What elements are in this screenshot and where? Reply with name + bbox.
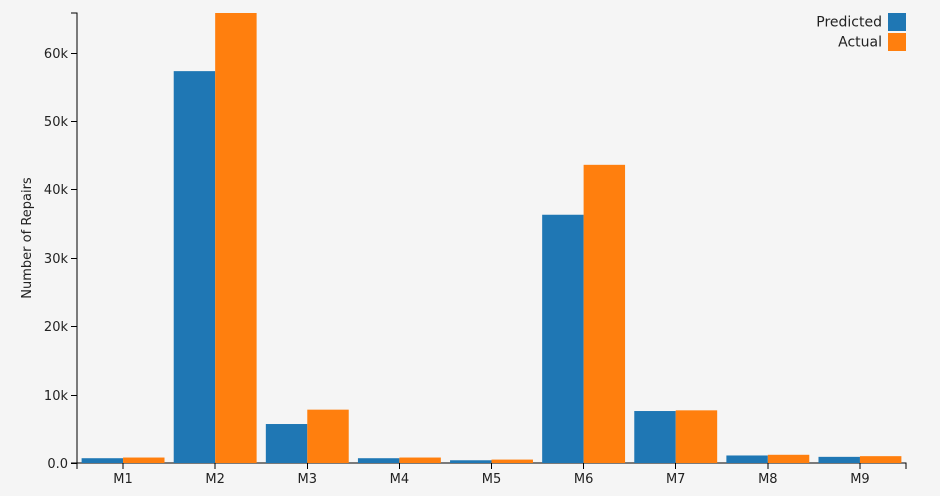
- bar-predicted-m6: [542, 214, 584, 463]
- bar-predicted-m4: [357, 458, 400, 463]
- bar-predicted-m2: [173, 71, 216, 463]
- legend-label: Predicted: [816, 15, 882, 31]
- y-tick-label: 40k: [44, 183, 69, 198]
- x-tick-label: M6: [574, 472, 594, 487]
- bar-predicted-m8: [726, 455, 768, 463]
- legend-label: Actual: [838, 35, 882, 51]
- bar-actual-m2: [215, 13, 257, 463]
- y-tick-label: 20k: [44, 320, 69, 335]
- bar-predicted-m3: [265, 424, 308, 463]
- bar-actual-m1: [123, 457, 165, 463]
- bar-actual-m9: [859, 456, 902, 463]
- legend: Predicted Actual: [816, 13, 906, 51]
- x-tick-label: M3: [298, 472, 318, 487]
- bar-actual-m4: [399, 457, 441, 463]
- bar-predicted-m7: [634, 411, 676, 463]
- x-axis: M1 M2 M3 M4 M5 M6 M7 M8 M9: [76, 462, 907, 487]
- bar-actual-m6: [583, 164, 626, 463]
- x-tick-label: M2: [205, 472, 225, 487]
- legend-swatch: [888, 13, 906, 31]
- x-tick-label: M1: [113, 472, 133, 487]
- bar-predicted-m1: [81, 458, 124, 463]
- bar-actual-m5: [491, 459, 533, 463]
- bar-actual-m3: [307, 409, 349, 463]
- x-tick-label: M9: [850, 472, 870, 487]
- bar-predicted-m5: [450, 460, 492, 463]
- y-axis-title: Number of Repairs: [20, 177, 35, 299]
- y-tick-label: 60k: [44, 47, 69, 62]
- x-tick-label: M4: [390, 472, 410, 487]
- bar-actual-m8: [767, 454, 810, 463]
- y-tick-label: 50k: [44, 115, 69, 130]
- bar-actual-m7: [675, 410, 718, 463]
- x-tick-label: M5: [482, 472, 502, 487]
- y-tick-label: 30k: [44, 252, 69, 267]
- x-tick-label: M8: [758, 472, 778, 487]
- legend-swatch: [888, 33, 906, 51]
- y-axis: 0.0 10k 20k 30k 40k 50k 60k: [44, 12, 78, 472]
- x-tick-label: M7: [666, 472, 686, 487]
- bars: [81, 13, 902, 463]
- y-tick-label: 10k: [44, 389, 69, 404]
- bar-predicted-m9: [818, 456, 860, 463]
- y-tick-label: 0.0: [47, 457, 68, 472]
